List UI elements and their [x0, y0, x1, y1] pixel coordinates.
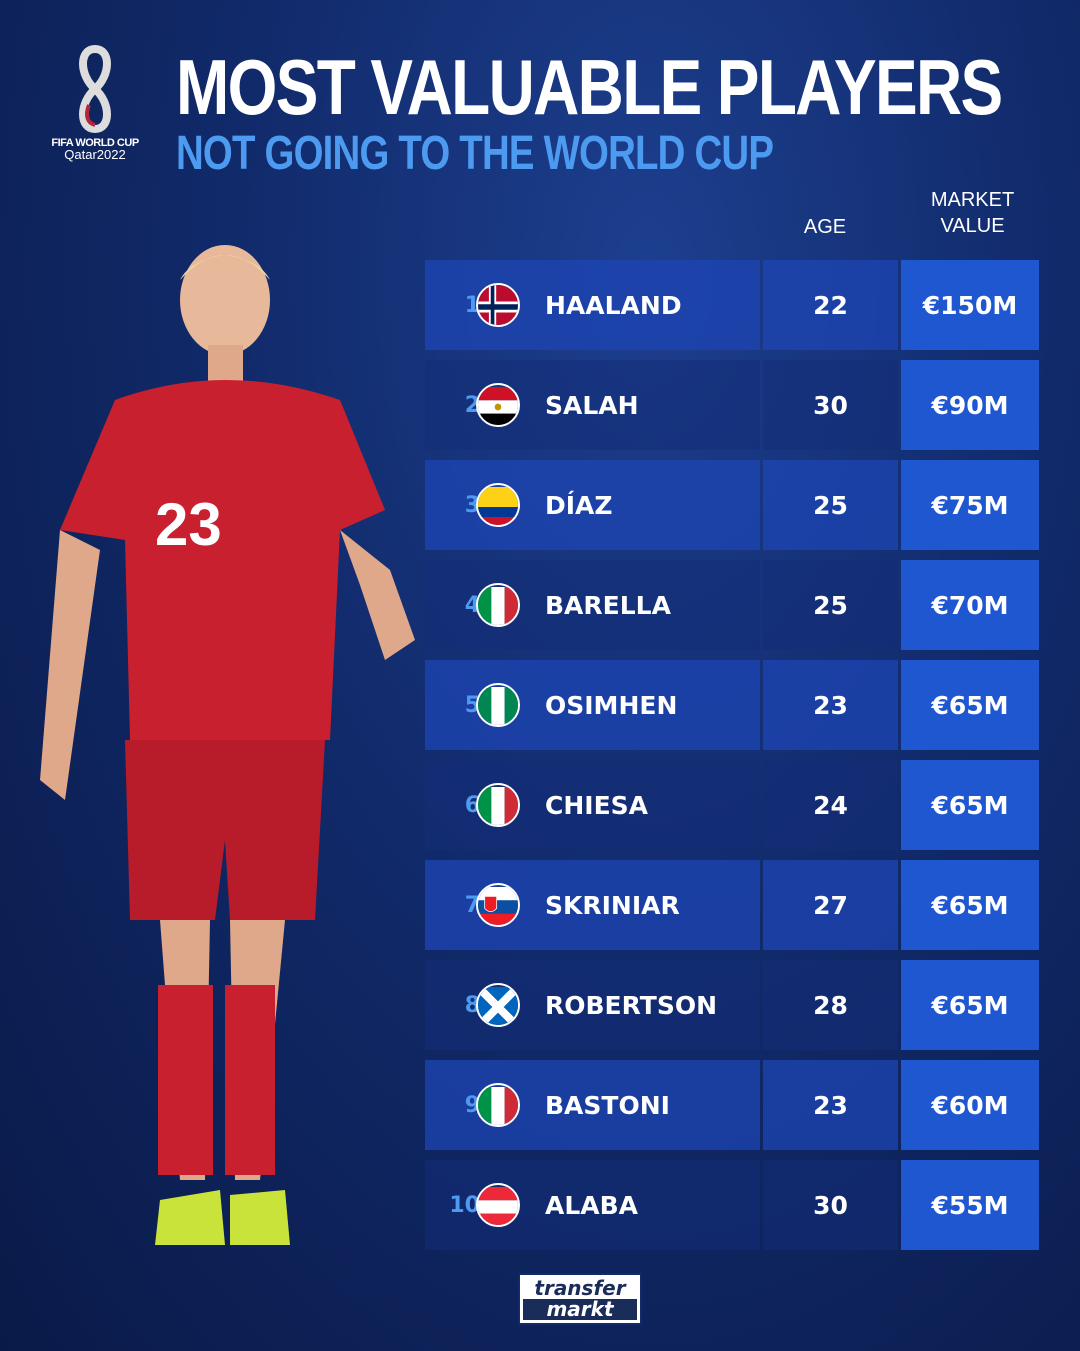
- player-name: BASTONI: [545, 1090, 670, 1120]
- player-cell: 7 SKRINIAR: [425, 860, 760, 950]
- column-header-market-value: MARKET VALUE: [905, 187, 1040, 239]
- rank: 2: [464, 392, 480, 418]
- player-name: CHIESA: [545, 790, 649, 820]
- player-name: OSIMHEN: [545, 690, 678, 720]
- player-name: BARELLA: [545, 590, 671, 620]
- player-cell: 4 BARELLA: [425, 560, 760, 650]
- player-cell: 3 DÍAZ: [425, 460, 760, 550]
- italy-flag-icon: [476, 583, 520, 627]
- market-value-line1: MARKET: [930, 189, 1015, 211]
- player-age: 30: [763, 360, 898, 450]
- slovakia-flag-icon: [476, 883, 520, 927]
- brand-line1: transfer: [523, 1278, 637, 1299]
- table-row: 3 DÍAZ 25 €75M: [425, 460, 1039, 550]
- player-photo: 23: [40, 245, 415, 1245]
- player-cell: 10 ALABA: [425, 1160, 760, 1250]
- italy-flag-icon: [476, 783, 520, 827]
- player-cell: 2 SALAH: [425, 360, 760, 450]
- player-cell: 6 CHIESA: [425, 760, 760, 850]
- table-row: 6 CHIESA 24 €65M: [425, 760, 1039, 850]
- player-name: SKRINIAR: [545, 890, 680, 920]
- scotland-flag-icon: [476, 983, 520, 1027]
- player-name: ROBERTSON: [545, 990, 717, 1020]
- table-row: 7 SKRINIAR 27 €65M: [425, 860, 1039, 950]
- player-age: 27: [763, 860, 898, 950]
- market-value: €55M: [901, 1160, 1039, 1250]
- rank: 10: [449, 1192, 480, 1218]
- market-value: €60M: [901, 1060, 1039, 1150]
- market-value: €90M: [901, 360, 1039, 450]
- player-cell: 9 BASTONI: [425, 1060, 760, 1150]
- austria-flag-icon: [476, 1183, 520, 1227]
- market-value: €65M: [901, 760, 1039, 850]
- transfermarkt-logo: transfer markt: [518, 1273, 642, 1325]
- rank: 3: [464, 492, 480, 518]
- rank: 1: [464, 292, 480, 318]
- table-row: 10 ALABA 30 €55M: [425, 1160, 1039, 1250]
- market-value: €65M: [901, 660, 1039, 750]
- player-age: 23: [763, 660, 898, 750]
- rank: 6: [464, 792, 480, 818]
- player-age: 23: [763, 1060, 898, 1150]
- fifa-world-cup-logo: FIFA WORLD CUP Qatar2022: [40, 45, 150, 161]
- player-age: 28: [763, 960, 898, 1050]
- market-value: €65M: [901, 960, 1039, 1050]
- player-age: 25: [763, 560, 898, 650]
- table-row: 5 OSIMHEN 23 €65M: [425, 660, 1039, 750]
- market-value-line2: VALUE: [940, 215, 1005, 237]
- page-subtitle: NOT GOING TO THE WORLD CUP: [176, 127, 774, 180]
- page-title: MOST VALUABLE PLAYERS: [176, 43, 1003, 131]
- rank: 8: [464, 992, 480, 1018]
- column-header-age: AGE: [803, 216, 847, 238]
- rank: 9: [464, 1092, 480, 1118]
- player-name: HAALAND: [545, 290, 682, 320]
- table-row: 8 ROBERTSON 28 €65M: [425, 960, 1039, 1050]
- market-value: €150M: [901, 260, 1039, 350]
- player-cell: 8 ROBERTSON: [425, 960, 760, 1050]
- italy-flag-icon: [476, 1083, 520, 1127]
- player-name: SALAH: [545, 390, 639, 420]
- player-age: 25: [763, 460, 898, 550]
- egypt-flag-icon: [476, 383, 520, 427]
- table-row: 2 SALAH 30 €90M: [425, 360, 1039, 450]
- player-age: 22: [763, 260, 898, 350]
- colombia-flag-icon: [476, 483, 520, 527]
- logo-line2: Qatar2022: [64, 147, 126, 162]
- player-cell: 5 OSIMHEN: [425, 660, 760, 750]
- rank: 4: [464, 592, 480, 618]
- rank: 7: [464, 892, 480, 918]
- brand-line2: markt: [523, 1299, 637, 1320]
- svg-text:23: 23: [155, 491, 222, 558]
- table-row: 9 BASTONI 23 €60M: [425, 1060, 1039, 1150]
- player-age: 30: [763, 1160, 898, 1250]
- market-value: €75M: [901, 460, 1039, 550]
- logo-line1: FIFA WORLD CUP: [51, 137, 139, 149]
- table-row: 4 BARELLA 25 €70M: [425, 560, 1039, 650]
- rank: 5: [464, 692, 480, 718]
- player-cell: 1 HAALAND: [425, 260, 760, 350]
- player-name: DÍAZ: [545, 490, 613, 520]
- norway-flag-icon: [476, 283, 520, 327]
- player-age: 24: [763, 760, 898, 850]
- market-value: €70M: [901, 560, 1039, 650]
- player-name: ALABA: [545, 1190, 639, 1220]
- market-value: €65M: [901, 860, 1039, 950]
- nigeria-flag-icon: [476, 683, 520, 727]
- table-row: 1 HAALAND 22 €150M: [425, 260, 1039, 350]
- world-cup-trophy-icon: [79, 45, 111, 133]
